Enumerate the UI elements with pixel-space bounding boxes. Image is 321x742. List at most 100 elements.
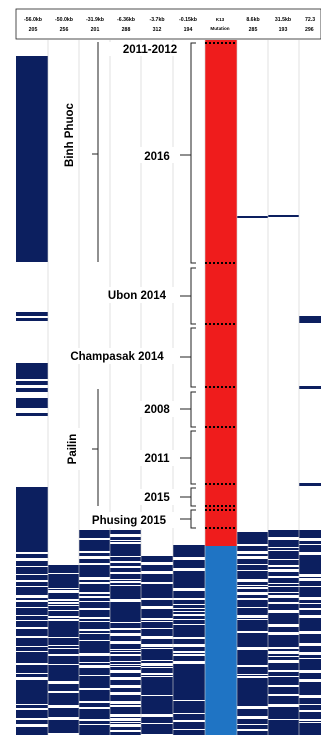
haplotype-stripe: [79, 623, 110, 629]
column-header-9: 72.3 296: [305, 17, 315, 33]
column-position: 285: [249, 27, 258, 33]
haplotype-stripe: [48, 604, 79, 605]
haplotype-stripe: [16, 717, 48, 718]
haplotype-stripe: [299, 721, 321, 722]
haplotype-stripe: [173, 701, 205, 706]
haplotype-stripe: [48, 727, 79, 733]
haplotype-stripe: [299, 533, 321, 538]
haplotype-stripe: [110, 551, 141, 556]
haplotype-stripe: [237, 719, 268, 722]
haplotype-stripe: [141, 672, 173, 673]
haplotype-stripe: [79, 530, 110, 537]
haplotype-stripe: [237, 538, 268, 544]
k13-mutant-bar: [205, 40, 237, 546]
haplotype-stripe: [173, 677, 205, 684]
haplotype-block: [16, 388, 48, 392]
haplotype-stripe: [141, 622, 173, 623]
haplotype-stripe: [268, 731, 299, 735]
haplotype-stripe: [79, 547, 110, 549]
column-header-8: 31.5kb 193: [275, 17, 291, 33]
haplotype-block: [16, 312, 48, 316]
haplotype-block: [16, 363, 48, 379]
haplotype-stripe: [110, 630, 141, 633]
label-2015: 2015: [144, 492, 170, 504]
column-header-7: 8.6kb 285: [246, 17, 259, 33]
haplotype-stripe: [79, 572, 110, 577]
haplotype-stripe: [110, 541, 141, 542]
haplotype-stripe: [173, 609, 205, 611]
haplotype-block: [16, 487, 48, 547]
haplotype-stripe: [268, 617, 299, 624]
haplotype-stripe: [110, 544, 141, 551]
haplotype-stripe: [16, 608, 48, 615]
haplotype-stripe: [268, 649, 299, 651]
haplotype-stripe: [268, 530, 299, 537]
column-position: 288: [122, 27, 131, 33]
haplotype-stripe: [16, 731, 48, 735]
haplotype-stripe: [48, 698, 79, 705]
haplotype-stripe: [299, 698, 321, 704]
haplotype-stripe: [79, 646, 110, 653]
haplotype-stripe: [173, 620, 205, 621]
haplotype-stripe: [16, 647, 48, 651]
haplotype-block: [16, 398, 48, 408]
haplotype-stripe: [48, 684, 79, 691]
haplotype-stripe: [79, 622, 110, 623]
haplotype-stripe: [110, 584, 141, 585]
haplotype-stripe: [237, 675, 268, 676]
haplotype-stripe: [173, 630, 205, 637]
haplotype-stripe: [268, 627, 299, 632]
haplotype-stripe: [268, 672, 299, 676]
haplotype-stripe: [110, 537, 141, 540]
label-2008: 2008: [144, 404, 170, 416]
haplotype-stripe: [79, 598, 110, 601]
haplotype-stripe: [48, 584, 79, 586]
haplotype-block: [16, 381, 48, 385]
haplotype-stripe: [48, 571, 79, 573]
haplotype-stripe: [237, 697, 268, 699]
haplotype-stripe: [16, 660, 48, 663]
column-position: 296: [305, 27, 314, 33]
haplotype-stripe: [173, 672, 205, 677]
haplotype-stripe: [299, 655, 321, 657]
haplotype-stripe: [268, 598, 299, 602]
haplotype-line: [299, 483, 321, 486]
haplotype-stripe: [268, 613, 299, 617]
haplotype-stripe: [299, 659, 321, 665]
haplotype-stripe: [79, 569, 110, 572]
haplotype-stripe: [299, 688, 321, 695]
haplotype-stripe: [141, 639, 173, 644]
label-bg: [98, 287, 178, 303]
haplotype-stripe: [299, 604, 321, 608]
haplotype-stripe: [79, 721, 110, 724]
haplotype-stripe: [268, 712, 299, 719]
haplotype-stripe: [48, 601, 79, 602]
haplotype-stripe: [16, 632, 48, 636]
haplotype-stripe: [173, 560, 205, 564]
haplotype-stripe: [141, 677, 173, 681]
haplotype-stripe: [79, 634, 110, 640]
haplotype-stripe: [237, 595, 268, 598]
haplotype-block: [16, 413, 48, 416]
haplotype-stripe: [141, 591, 173, 598]
haplotype-stripe: [237, 690, 268, 694]
column-header-6: K13 Mutation: [210, 17, 229, 31]
column-header: -56.0kb 205 -50.0kb 256 -31.9kb 201 -6.3…: [15, 8, 321, 40]
haplotype-stripe: [299, 555, 321, 560]
label-bg: [58, 95, 78, 175]
haplotype-stripe: [79, 594, 110, 596]
haplotype-stripe: [299, 581, 321, 586]
haplotype-stripe: [48, 629, 79, 635]
haplotype-stripe: [237, 731, 268, 735]
haplotype-stripe: [141, 675, 173, 676]
haplotype-stripe: [141, 696, 173, 700]
haplotype-stripe: [141, 617, 173, 618]
column-header-5: -0.15kb 194: [179, 17, 197, 33]
column-distance: K13: [216, 17, 225, 22]
haplotype-stripe: [268, 687, 299, 694]
haplotype-stripe: [237, 591, 268, 592]
haplotype-stripe: [268, 548, 299, 549]
haplotype-stripe: [48, 618, 79, 619]
haplotype-stripe: [110, 644, 141, 649]
haplotype-stripe: [48, 665, 79, 672]
